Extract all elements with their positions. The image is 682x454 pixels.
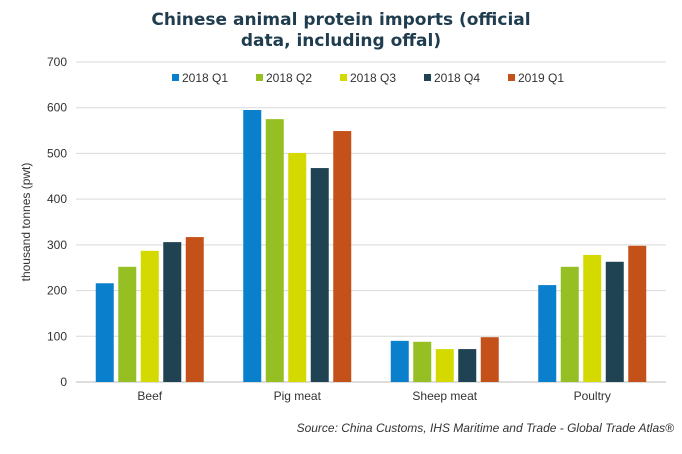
legend-swatch (256, 74, 263, 81)
y-tick-label: 600 (47, 101, 67, 115)
y-tick-label: 300 (47, 238, 67, 252)
bar-2018-q1 (390, 340, 409, 382)
bar-2018-q4 (458, 349, 477, 382)
bar-2019-q1 (333, 131, 352, 382)
bar-2018-q1 (95, 283, 114, 382)
legend-swatch (340, 74, 347, 81)
bar-2018-q2 (560, 266, 579, 382)
y-tick-label: 100 (47, 329, 67, 343)
bar-2018-q2 (413, 341, 432, 382)
legend-swatch (424, 74, 431, 81)
x-tick-label: Beef (137, 389, 162, 403)
bar-2018-q4 (605, 261, 624, 382)
legend-label: 2019 Q1 (518, 71, 564, 85)
legend-swatch (172, 74, 179, 81)
y-tick-label: 500 (47, 146, 67, 160)
legend-swatch (508, 74, 515, 81)
legend-label: 2018 Q3 (350, 71, 396, 85)
bar-2018-q3 (288, 152, 307, 382)
legend-label: 2018 Q1 (182, 71, 228, 85)
bar-2019-q1 (628, 245, 647, 382)
bar-2018-q4 (163, 242, 182, 382)
y-tick-label: 700 (47, 55, 67, 69)
bar-2018-q2 (118, 266, 137, 382)
legend-label: 2018 Q4 (434, 71, 480, 85)
bar-2018-q3 (583, 254, 602, 382)
bar-2018-q3 (435, 349, 454, 382)
y-tick-label: 400 (47, 192, 67, 206)
bar-2018-q1 (243, 110, 262, 382)
y-tick-label: 0 (60, 375, 67, 389)
y-tick-label: 200 (47, 284, 67, 298)
bar-2018-q4 (310, 168, 329, 382)
bar-2018-q3 (140, 250, 159, 382)
bar-2018-q2 (265, 119, 284, 383)
source-note: Source: China Customs, IHS Maritime and … (296, 421, 674, 435)
chart-title: Chinese animal protein imports (official… (151, 10, 531, 51)
bar-2019-q1 (480, 337, 499, 382)
bar-2018-q1 (538, 285, 557, 382)
x-tick-label: Pig meat (274, 389, 322, 403)
y-axis-label: thousand tonnes (pwt) (19, 163, 33, 282)
x-tick-label: Poultry (574, 389, 611, 403)
legend-label: 2018 Q2 (266, 71, 312, 85)
bar-2019-q1 (185, 237, 204, 382)
x-tick-label: Sheep meat (412, 389, 477, 403)
